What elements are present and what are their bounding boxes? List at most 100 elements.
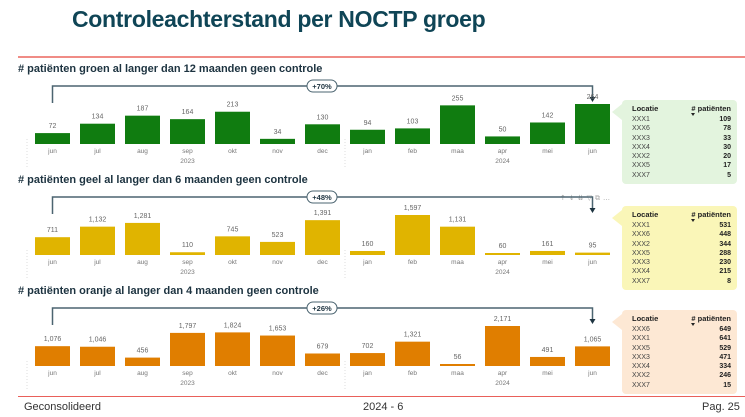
header-divider — [18, 56, 745, 58]
x-tick-label: aug — [137, 370, 148, 377]
locatie-cell: XXX4 — [632, 268, 650, 276]
value-label: 679 — [317, 343, 329, 350]
column-header-patienten[interactable]: # patiënten — [691, 210, 731, 222]
value-label: 1,065 — [584, 336, 602, 343]
bar-jun — [575, 346, 610, 366]
column-header-locatie[interactable]: Locatie — [632, 104, 659, 113]
locatie-cell: XXX6 — [632, 125, 650, 133]
locatie-cell: XXX6 — [632, 231, 650, 239]
patienten-cell: 109 — [719, 116, 731, 123]
x-tick-label: jan — [362, 148, 372, 155]
locatie-cell: XXX2 — [632, 240, 650, 248]
change-label: +70% — [312, 82, 332, 91]
bar-jan — [350, 250, 385, 255]
bar-jan — [350, 129, 385, 144]
x-tick-label: aug — [137, 259, 148, 266]
column-header-locatie[interactable]: Locatie — [632, 314, 659, 323]
x-tick-label: sep — [182, 259, 193, 266]
table-row: XXX4 334 — [622, 362, 737, 371]
x-tick-label: mei — [542, 370, 552, 377]
locatie-cell: XXX1 — [632, 116, 650, 123]
bar-apr — [485, 136, 520, 144]
filter-icon[interactable]: ▽ — [586, 194, 596, 202]
column-header-patienten[interactable]: # patiënten — [691, 104, 731, 116]
table-row: XXX1 531 — [622, 221, 737, 230]
x-tick-label: okt — [228, 370, 237, 377]
value-label: 213 — [227, 102, 239, 109]
x-tick-label: jun — [587, 259, 597, 266]
bar-jun — [35, 237, 70, 255]
arrow-down-icon[interactable]: ↓ — [568, 194, 578, 202]
table-header: Locatie # patiënten — [622, 100, 737, 116]
bar-dec — [305, 353, 340, 366]
value-label: 1,131 — [449, 217, 467, 224]
value-label: 1,076 — [44, 336, 62, 343]
patienten-cell: 288 — [719, 249, 731, 257]
x-tick-label: jun — [47, 148, 57, 155]
table-row: XXX6 649 — [622, 325, 737, 334]
footer-divider — [18, 396, 745, 397]
x-tick-label: maa — [451, 259, 464, 266]
bar-chart-oranje: +26% 1,076 jun 1,046 jul 456 aug 1,797 sep 1,824 o… — [26, 301, 610, 389]
value-label: 2,171 — [494, 316, 512, 323]
bar-dec — [305, 124, 340, 144]
table-row: XXX1 109 — [622, 115, 737, 124]
table-header: Locatie # patiënten — [622, 206, 737, 222]
value-label: 103 — [407, 118, 419, 125]
x-tick-label: nov — [272, 148, 283, 155]
more-icon[interactable]: … — [603, 194, 614, 202]
value-label: 1,132 — [89, 217, 107, 224]
patienten-cell: 8 — [727, 277, 731, 285]
table-row: XXX5 288 — [622, 249, 737, 258]
value-label: 72 — [49, 123, 57, 130]
expand-icon[interactable]: ⇊ — [577, 194, 587, 202]
table-row: XXX7 5 — [622, 171, 737, 180]
value-label: 161 — [542, 241, 554, 248]
locatie-cell: XXX5 — [632, 162, 650, 170]
bar-mei — [530, 122, 565, 144]
table-row: XXX3 230 — [622, 258, 737, 267]
x-tick-label: jun — [47, 259, 57, 266]
locatie-cell: XXX6 — [632, 326, 650, 333]
patienten-cell: 17 — [723, 162, 731, 170]
value-label: 264 — [587, 94, 599, 101]
change-label: +48% — [312, 193, 332, 202]
chart-title-groen: # patiënten groen al langer dan 12 maand… — [18, 63, 323, 75]
locatie-cell: XXX7 — [632, 171, 650, 179]
arrow-up-icon[interactable]: ↑ — [560, 194, 569, 202]
bar-nov — [260, 241, 295, 255]
bracket-arrow-icon — [589, 97, 596, 102]
x-tick-label: apr — [498, 148, 508, 155]
x-tick-label: dec — [317, 148, 328, 155]
column-header-patienten[interactable]: # patiënten — [691, 314, 731, 326]
patienten-cell: 334 — [719, 363, 731, 371]
locatie-cell: XXX5 — [632, 344, 650, 352]
value-label: 1,046 — [89, 337, 107, 344]
locatie-table-groen: Locatie # patiënten XXX1 109 XXX6 78 XXX3 33 XXX… — [612, 100, 737, 185]
value-label: 134 — [92, 114, 104, 121]
column-header-locatie[interactable]: Locatie — [632, 210, 659, 219]
x-tick-label: maa — [451, 148, 464, 155]
table-row: XXX1 641 — [622, 334, 737, 343]
bar-dec — [305, 220, 340, 255]
year-label: 2023 — [180, 380, 195, 387]
value-label: 130 — [317, 114, 329, 121]
change-badge — [306, 190, 338, 204]
visual-toolbar[interactable]: ↑↓⇊▽⧉… — [560, 194, 613, 203]
bar-okt — [215, 111, 250, 144]
x-tick-label: apr — [498, 259, 508, 266]
value-label: 164 — [182, 109, 194, 116]
year-label: 2024 — [495, 269, 510, 276]
locatie-cell: XXX5 — [632, 249, 650, 257]
x-tick-label: jun — [587, 148, 597, 155]
locatie-cell: XXX3 — [632, 259, 650, 267]
x-tick-label: feb — [408, 148, 417, 155]
value-label: 110 — [182, 242, 193, 249]
bar-feb — [395, 215, 430, 255]
x-tick-label: nov — [272, 370, 283, 377]
focus-icon[interactable]: ⧉ — [595, 194, 604, 202]
bracket-arrow-icon — [589, 319, 596, 324]
patienten-cell: 448 — [719, 231, 731, 239]
locatie-cell: XXX4 — [632, 363, 650, 371]
x-tick-label: dec — [317, 259, 328, 266]
